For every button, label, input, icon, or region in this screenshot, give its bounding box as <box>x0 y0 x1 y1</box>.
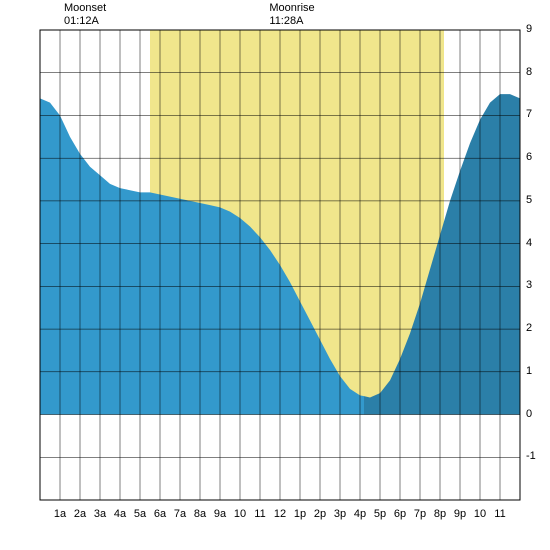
x-tick-label: 1a <box>54 508 66 520</box>
x-tick-label: 6a <box>154 508 166 520</box>
y-tick-label: 8 <box>526 66 532 78</box>
moonrise-header: Moonrise11:28A <box>269 2 314 28</box>
y-tick-label: 2 <box>526 322 532 334</box>
x-tick-label: 7p <box>414 508 426 520</box>
moonset-header: Moonset01:12A <box>64 2 106 28</box>
x-tick-label: 6p <box>394 508 406 520</box>
y-tick-label: 1 <box>526 365 532 377</box>
x-tick-label: 10 <box>474 508 486 520</box>
y-tick-label: 6 <box>526 151 532 163</box>
y-tick-label: -1 <box>526 450 536 462</box>
x-tick-label: 5p <box>374 508 386 520</box>
y-tick-label: 0 <box>526 408 532 420</box>
moonset-header-label: Moonset <box>64 2 106 15</box>
y-tick-label: 9 <box>526 23 532 35</box>
x-tick-label: 2a <box>74 508 86 520</box>
x-tick-label: 10 <box>234 508 246 520</box>
x-tick-label: 4p <box>354 508 366 520</box>
y-tick-label: 5 <box>526 194 532 206</box>
y-tick-label: 7 <box>526 108 532 120</box>
x-tick-label: 3a <box>94 508 106 520</box>
x-tick-label: 5a <box>134 508 146 520</box>
x-tick-label: 11 <box>254 508 265 520</box>
tide-chart: Moonset01:12AMoonrise11:28A-101234567891… <box>0 0 550 550</box>
x-tick-label: 1p <box>294 508 306 520</box>
moonset-header-time: 01:12A <box>64 15 106 28</box>
x-tick-label: 7a <box>174 508 186 520</box>
x-tick-label: 9a <box>214 508 226 520</box>
x-tick-label: 9p <box>454 508 466 520</box>
x-tick-label: 3p <box>334 508 346 520</box>
x-tick-label: 8p <box>434 508 446 520</box>
x-tick-label: 11 <box>494 508 505 520</box>
y-tick-label: 3 <box>526 279 532 291</box>
chart-svg <box>0 0 550 550</box>
x-tick-label: 8a <box>194 508 206 520</box>
y-tick-label: 4 <box>526 237 532 249</box>
moonrise-header-time: 11:28A <box>269 15 314 28</box>
x-tick-label: 4a <box>114 508 126 520</box>
x-tick-label: 12 <box>274 508 286 520</box>
moonrise-header-label: Moonrise <box>269 2 314 15</box>
x-tick-label: 2p <box>314 508 326 520</box>
